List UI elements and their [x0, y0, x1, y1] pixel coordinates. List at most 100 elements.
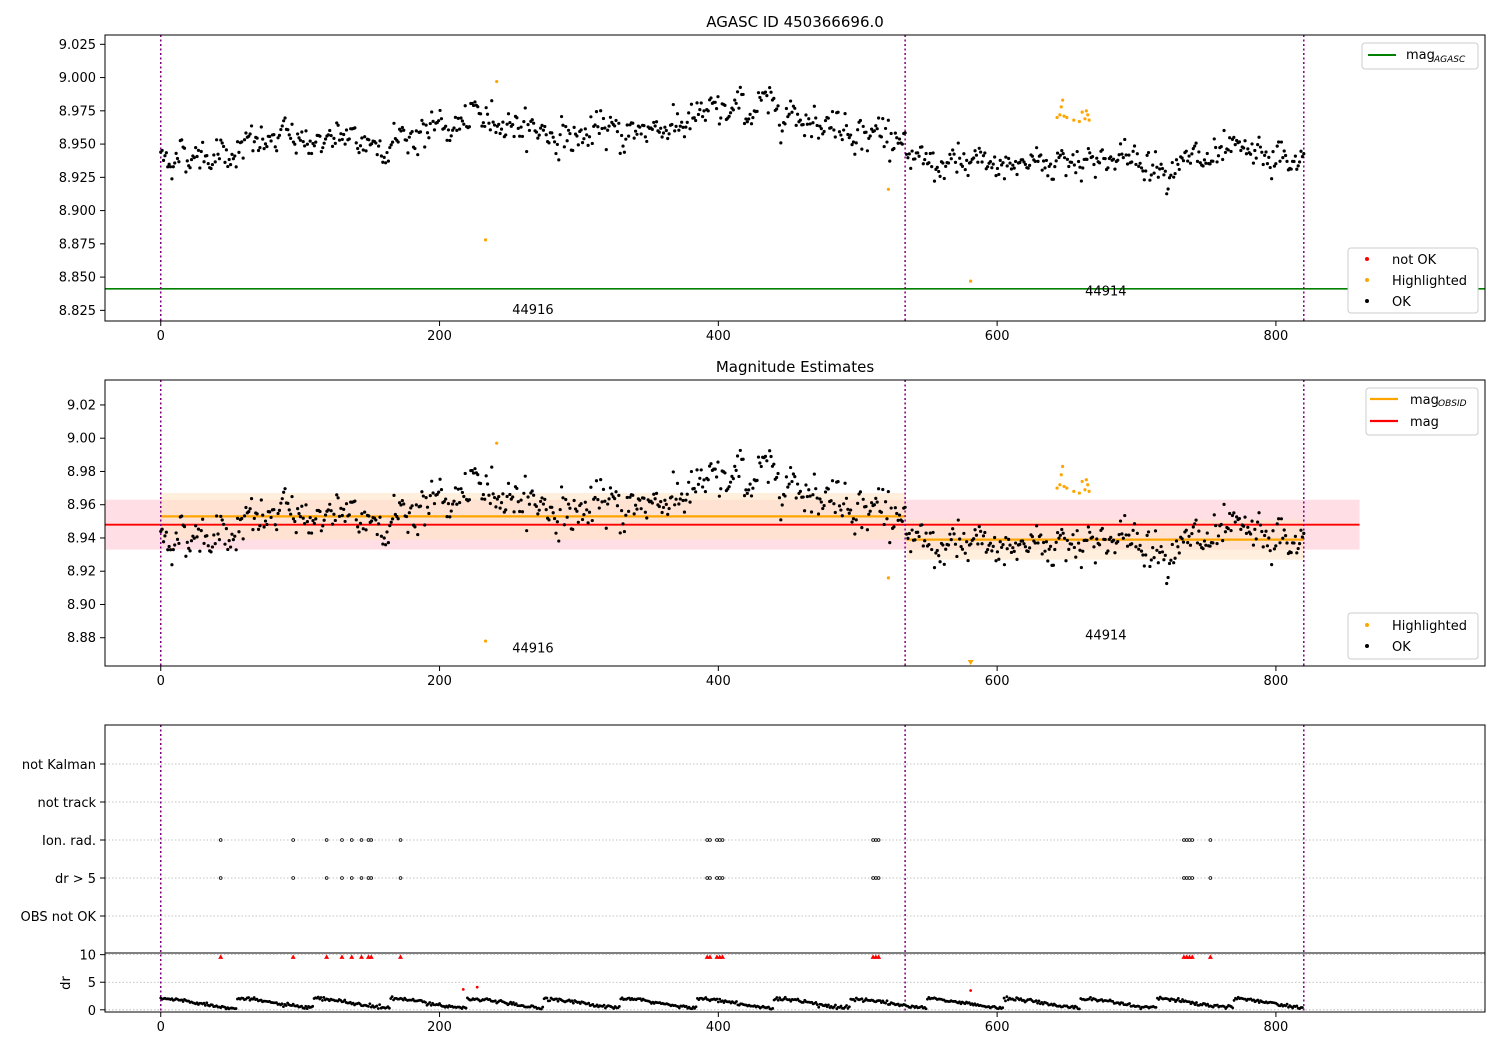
agasc-ok-point: [217, 157, 222, 161]
estimates-ok-point: [543, 497, 547, 502]
agasc-ok-point: [874, 124, 878, 128]
estimates-ok-point: [217, 538, 222, 542]
agasc-ok-point: [492, 123, 497, 127]
agasc-ok-point: [231, 157, 235, 161]
dr-point: [282, 1005, 285, 1008]
agasc-legend-marker: [1365, 299, 1369, 303]
estimates-ok-point: [751, 486, 755, 490]
estimates-ok-point: [344, 502, 349, 506]
agasc-ok-point: [1169, 173, 1173, 177]
estimates-ok-point: [1127, 533, 1131, 537]
estimates-ok-point: [927, 543, 931, 547]
agasc-ok-point: [1067, 164, 1071, 169]
agasc-ok-point: [1074, 171, 1078, 175]
agasc-ok-point: [755, 109, 759, 113]
agasc-ok-point: [643, 135, 647, 139]
agasc-ok-point: [1030, 154, 1035, 158]
estimates-ok-point: [378, 515, 382, 519]
agasc-ok-point: [471, 103, 476, 108]
agasc-ok-point: [601, 116, 606, 121]
dr-point: [304, 1004, 308, 1008]
estimates-ok-point: [330, 522, 335, 526]
agasc-ok-point: [744, 117, 748, 121]
agasc-ok-point: [769, 90, 773, 94]
estimates-ok-point: [1177, 551, 1181, 555]
estimates-ok-point: [1146, 530, 1151, 534]
agasc-ok-point: [293, 142, 297, 146]
estimates-ok-point: [1067, 547, 1071, 552]
agasc-ok-point: [875, 127, 879, 131]
dr-point: [424, 1001, 428, 1004]
estimates-ok-point: [805, 494, 809, 499]
estimates-ok-point: [916, 530, 920, 534]
estimates-ok-point: [928, 531, 932, 535]
agasc-ok-point: [180, 138, 184, 142]
agasc-ok-point: [1167, 176, 1172, 180]
estimates-ok-point: [650, 501, 654, 505]
agasc-ok-point: [751, 115, 755, 120]
estimates-ok-point: [836, 479, 840, 484]
dr-point: [367, 1005, 370, 1008]
estimates-xtick-label: 600: [985, 674, 1010, 689]
estimates-ok-point: [564, 497, 568, 502]
estimates-ok-point: [1284, 533, 1288, 538]
agasc-ok-point: [980, 160, 984, 164]
agasc-ok-point: [613, 124, 617, 128]
agasc-ok-point: [487, 121, 491, 125]
estimates-ok-point: [882, 522, 886, 527]
estimates-ok-point: [522, 491, 526, 495]
agasc-ok-point: [237, 150, 241, 154]
agasc-ok-point: [897, 137, 902, 141]
agasc-ok-point: [1051, 177, 1055, 181]
agasc-ok-point: [1186, 159, 1190, 163]
agasc-panel-title: AGASC ID 450366696.0: [706, 13, 884, 31]
agasc-ok-point: [812, 104, 816, 108]
estimates-ok-point: [759, 464, 763, 469]
agasc-ok-point: [793, 106, 797, 110]
agasc-ok-point: [988, 160, 993, 164]
agasc-ok-point: [1228, 136, 1232, 140]
agasc-ok-point: [1166, 187, 1170, 191]
estimates-ok-point: [635, 507, 639, 511]
agasc-ok-point: [663, 125, 667, 129]
agasc-ok-point: [377, 144, 381, 148]
estimates-ok-point: [1191, 525, 1195, 529]
agasc-ok-point: [1153, 150, 1158, 154]
agasc-ok-point: [1146, 150, 1151, 155]
estimates-ok-point: [1093, 561, 1097, 565]
estimates-ok-point: [301, 516, 305, 520]
estimates-highlighted-point: [1072, 489, 1076, 494]
estimates-ok-point: [439, 487, 444, 492]
flag-event-marker: [1190, 876, 1195, 880]
agasc-ok-point: [664, 128, 668, 133]
estimates-ok-point: [840, 514, 844, 518]
estimates-ok-point: [263, 519, 268, 523]
agasc-ok-point: [1272, 164, 1277, 168]
estimates-ok-point: [689, 469, 694, 474]
agasc-ok-point: [1208, 162, 1212, 166]
estimates-ok-point: [1132, 522, 1137, 526]
dr-point: [1231, 1006, 1235, 1010]
agasc-ok-point: [328, 128, 332, 133]
agasc-legend-point-label: Highlighted: [1392, 274, 1467, 289]
dr-point: [555, 997, 559, 1001]
agasc-ok-point: [248, 132, 252, 136]
estimates-ok-point: [777, 496, 782, 500]
estimates-ok-point: [495, 497, 499, 501]
agasc-ok-point: [1012, 166, 1016, 170]
agasc-ok-point: [931, 151, 935, 155]
estimates-ok-point: [494, 505, 498, 509]
agasc-ok-point: [456, 116, 460, 120]
agasc-ok-point: [444, 124, 448, 128]
agasc-ok-point: [681, 125, 685, 130]
agasc-ok-point: [1275, 144, 1279, 148]
agasc-ok-point: [1111, 157, 1116, 161]
estimates-ok-point: [921, 544, 925, 548]
agasc-ok-point: [1002, 177, 1007, 181]
agasc-ok-point: [1097, 161, 1102, 165]
estimates-ok-point: [660, 510, 664, 515]
agasc-ok-point: [735, 90, 740, 94]
dr-point: [570, 999, 574, 1003]
agasc-ok-point: [951, 148, 955, 152]
